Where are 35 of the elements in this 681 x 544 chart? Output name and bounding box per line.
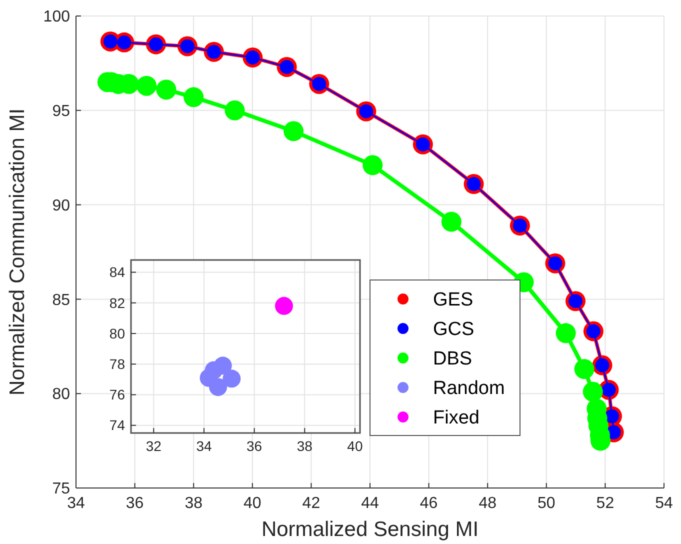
y-tick-label: 80 [52,386,70,404]
x-tick-label: 52 [596,495,614,512]
legend-label: DBS [433,348,472,370]
y-tick-label: 76 [109,386,126,403]
x-tick-label: 36 [246,438,262,454]
y-tick-label: 90 [52,197,70,214]
x-tick-label: 50 [538,495,556,512]
legend-label: GCS [433,319,474,340]
y-tick-label: 80 [109,325,126,342]
x-tick-label: 34 [196,438,212,454]
legend-label: Random [433,378,505,400]
x-tick-label: 42 [302,495,320,512]
x-tick-label: 38 [296,438,313,454]
x-tick-label: 46 [420,495,438,512]
y-axis-title: Normalized Communication MI [6,108,29,396]
x-tick-label: 38 [184,495,203,512]
x-axis-title: Normalized Sensing MI [261,518,479,541]
x-tick-label: 54 [655,495,673,512]
x-tick-label: 34 [67,495,85,512]
x-tick-label: 32 [146,438,162,454]
legend-label: Fixed [433,408,480,429]
x-tick-label: 44 [361,495,379,512]
y-tick-label: 78 [109,356,126,372]
x-tick-label: 36 [126,495,144,512]
x-tick-label: 40 [244,495,262,512]
x-tick-label: 48 [478,495,497,512]
x-tick-label: 40 [347,438,363,454]
y-tick-label: 82 [109,294,126,311]
y-tick-label: 100 [43,8,70,26]
y-tick-label: 74 [109,417,126,434]
legend-label: GES [433,290,474,311]
y-tick-label: 75 [52,480,70,498]
y-tick-label: 95 [52,103,70,120]
y-tick-label: 84 [109,264,126,280]
y-tick-label: 85 [52,292,70,309]
